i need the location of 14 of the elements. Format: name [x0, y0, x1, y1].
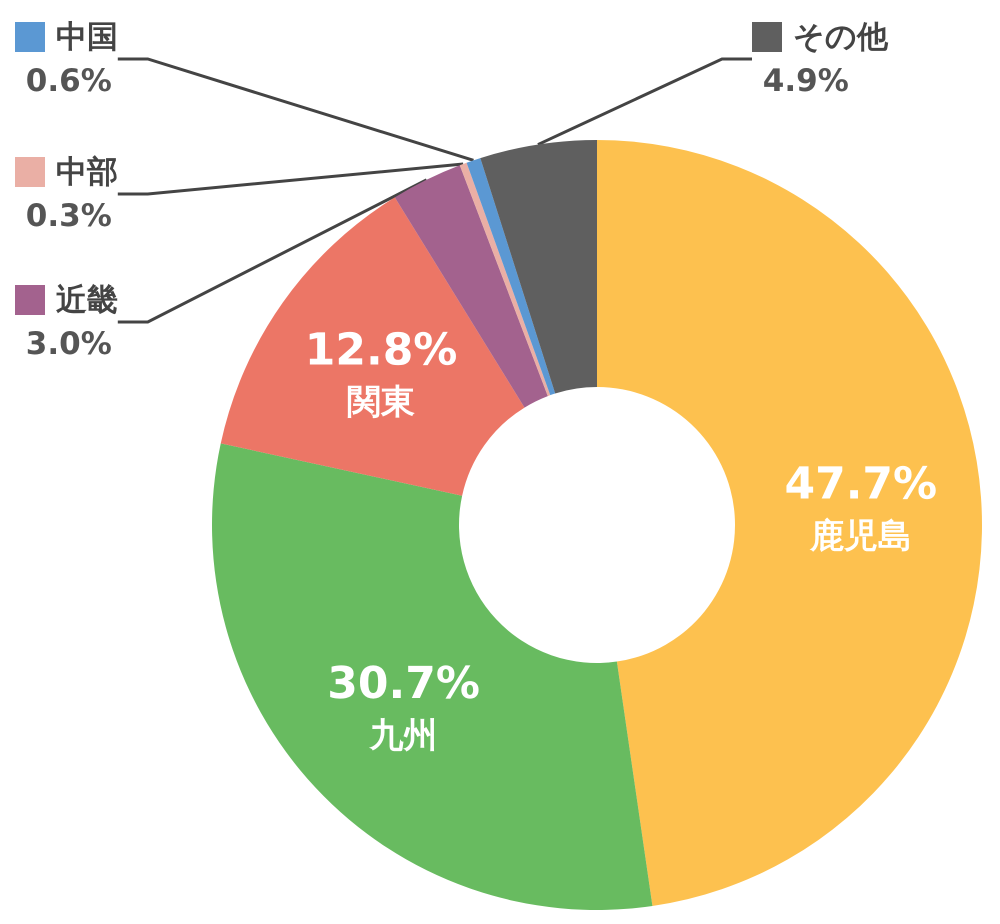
data-label: 0.6% — [15, 63, 112, 99]
data-label: 4.9% — [752, 63, 849, 99]
legend-label: 近畿 — [45, 282, 118, 318]
data-label: 12.8% — [304, 324, 458, 376]
slice-label: 九州 — [368, 715, 438, 756]
legend-label: その他 — [782, 19, 889, 55]
legend-label: 中国 — [45, 19, 118, 55]
slice-label: 鹿児島 — [808, 516, 912, 556]
data-label: 30.7% — [327, 658, 480, 709]
data-label: 47.7% — [784, 458, 938, 510]
legend-label: 中部 — [45, 154, 118, 190]
slice-label: 関東 — [347, 382, 416, 422]
data-label: 0.3% — [15, 198, 112, 234]
data-label: 3.0% — [15, 326, 112, 362]
